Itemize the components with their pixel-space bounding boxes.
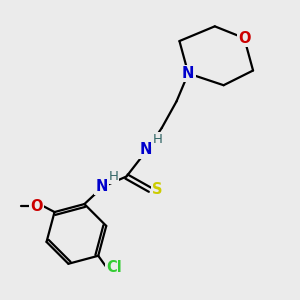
Text: O: O bbox=[238, 31, 250, 46]
Text: N: N bbox=[182, 66, 194, 81]
Text: Cl: Cl bbox=[106, 260, 122, 275]
Text: H: H bbox=[108, 170, 118, 183]
Text: H: H bbox=[152, 133, 162, 146]
Text: O: O bbox=[31, 199, 43, 214]
Text: S: S bbox=[152, 182, 163, 197]
Text: N: N bbox=[95, 179, 108, 194]
Text: N: N bbox=[140, 142, 152, 158]
